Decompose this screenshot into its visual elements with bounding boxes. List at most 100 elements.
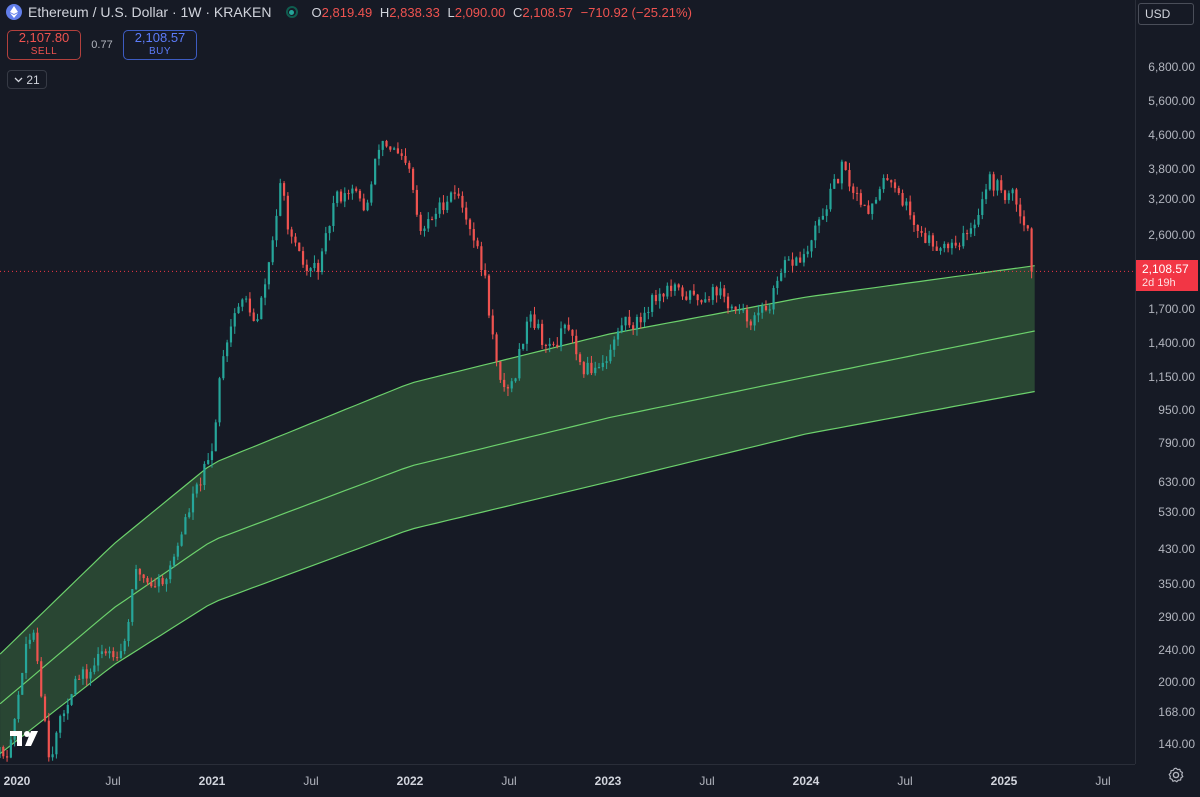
candle-body <box>161 578 164 585</box>
candle-body <box>47 720 50 758</box>
candle-body <box>336 191 339 204</box>
candle-body <box>848 170 851 187</box>
candle-body <box>294 236 297 243</box>
candle-body <box>1011 189 1014 194</box>
price-tick-label: 630.00 <box>1158 475 1195 489</box>
candle-body <box>620 325 623 332</box>
candle-body <box>670 285 673 291</box>
candle-body <box>571 329 574 336</box>
candle-body <box>180 534 183 546</box>
candle-body <box>484 269 487 276</box>
candle-body <box>799 257 802 263</box>
chart-canvas[interactable] <box>0 0 1135 764</box>
candle-body <box>339 191 343 202</box>
time-tick-label: Jul <box>303 774 319 788</box>
candle-body <box>17 694 20 720</box>
candle-body <box>355 188 358 191</box>
price-chart[interactable] <box>0 0 1135 764</box>
indicators-toggle-button[interactable]: 21 <box>7 70 47 89</box>
candle-body <box>871 203 874 214</box>
candle-body <box>286 195 289 230</box>
candle-body <box>157 578 160 587</box>
time-tick-label: Jul <box>105 774 121 788</box>
candle-body <box>909 201 912 216</box>
candle-body <box>783 260 787 273</box>
candle-body <box>590 362 593 374</box>
candle-body <box>973 224 976 229</box>
candle-body <box>886 178 889 181</box>
candle-body <box>1019 204 1022 217</box>
candle-body <box>313 262 316 269</box>
candle-body <box>931 235 935 247</box>
candle-body <box>855 192 859 194</box>
candle-body <box>954 242 957 246</box>
candle-body <box>374 158 377 185</box>
candle-body <box>123 640 126 652</box>
price-axis[interactable]: 6,800.00 5,600.00 4,600.00 3,800.00 3,200.00… <box>1135 0 1200 764</box>
candle-body <box>108 651 111 654</box>
time-tick-label: Jul <box>501 774 517 788</box>
candle-body <box>93 665 96 672</box>
candle-body <box>172 556 176 566</box>
candle-body <box>70 694 73 705</box>
candle-body <box>127 621 130 641</box>
candle-body <box>472 229 475 241</box>
candle-body <box>981 199 984 215</box>
candle-body <box>544 344 547 346</box>
candle-body <box>263 284 267 298</box>
candle-body <box>256 319 259 322</box>
price-tick-label: 950.00 <box>1158 403 1195 418</box>
trade-panel: 2,107.80 SELL 0.77 2,108.57 BUY <box>7 30 197 60</box>
band-line-middle <box>0 330 1035 705</box>
candle-body <box>567 324 570 330</box>
candle-body <box>74 678 77 695</box>
price-tick-label: 140.00 <box>1158 737 1195 752</box>
candle-body <box>772 288 775 310</box>
gear-icon[interactable] <box>1166 765 1186 785</box>
candle-body <box>1026 225 1029 229</box>
candle-body <box>924 232 927 243</box>
candle-body <box>977 214 980 225</box>
candle-body <box>696 294 699 301</box>
candle-body <box>252 312 255 322</box>
candle-body <box>658 293 661 302</box>
candle-body <box>559 328 563 347</box>
candle-body <box>66 704 69 714</box>
candle-body <box>749 321 752 326</box>
currency-selector[interactable]: USD <box>1138 3 1194 25</box>
chevron-down-icon <box>14 77 23 82</box>
last-price-tag: 2,108.57 2d 19h <box>1136 260 1198 291</box>
candle-body <box>408 162 411 169</box>
candle-body <box>890 180 893 183</box>
candle-body <box>320 251 324 273</box>
candle-body <box>1022 216 1026 226</box>
price-tick-label: 3,200.00 <box>1148 191 1195 206</box>
candle-body <box>711 287 714 300</box>
buy-button[interactable]: 2,108.57 BUY <box>123 30 197 60</box>
chart-header: Ethereum / U.S. Dollar · 1W · KRAKEN O2,… <box>6 4 696 20</box>
price-tick-label: 290.00 <box>1158 610 1195 625</box>
market-status-icon[interactable] <box>285 6 298 18</box>
candle-body <box>639 316 642 323</box>
candle-body <box>393 148 396 150</box>
candle-body <box>840 161 843 184</box>
tradingview-logo-icon[interactable] <box>10 730 40 751</box>
candle-body <box>188 512 191 518</box>
band-line-lower <box>0 390 1035 755</box>
time-axis[interactable]: 2020 Jul 2021 Jul 2022 Jul 2023 Jul 2024 Jul 2025 J… <box>0 764 1135 797</box>
sell-price: 2,107.80 <box>18 30 70 45</box>
candle-body <box>829 188 832 210</box>
sell-button[interactable]: 2,107.80 SELL <box>7 30 81 60</box>
candle-body <box>992 174 995 191</box>
candle-body <box>685 296 688 300</box>
candle-body <box>818 219 821 226</box>
candle-body <box>662 293 665 297</box>
candle-body <box>112 651 115 658</box>
candle-body <box>882 178 885 190</box>
candle-body <box>85 669 88 679</box>
symbol-title[interactable]: Ethereum / U.S. Dollar · 1W · KRAKEN <box>28 4 272 20</box>
time-tick-label: 2024 <box>792 774 820 788</box>
candle-body <box>13 719 16 740</box>
candle-body <box>362 198 365 211</box>
